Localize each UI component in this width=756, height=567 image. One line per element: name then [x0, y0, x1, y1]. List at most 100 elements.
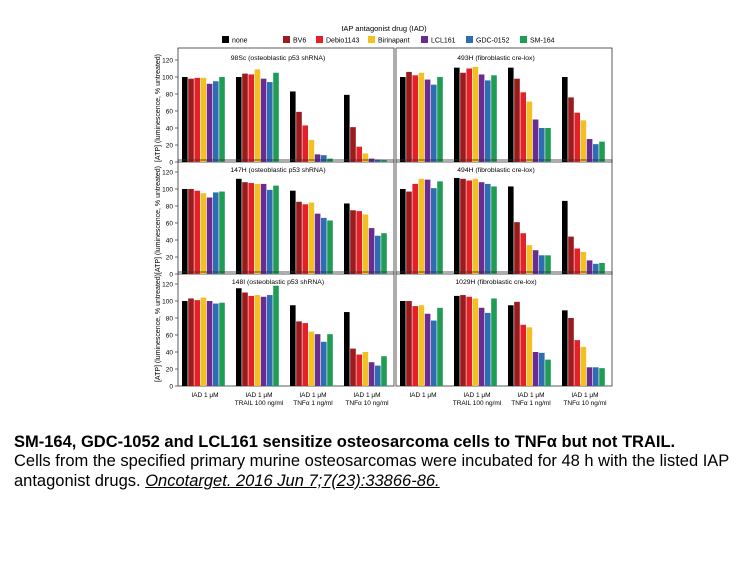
- bar-debio1143: [194, 77, 200, 162]
- legend-item: none: [222, 36, 248, 45]
- bar-birinapant: [200, 193, 207, 274]
- bar-bv6: [296, 111, 302, 162]
- bar-birinapant: [362, 352, 369, 386]
- bar-lcl161: [424, 313, 431, 386]
- bar-gdc-0152: [431, 188, 437, 274]
- bar-none: [400, 301, 406, 386]
- legend-label: LCL161: [431, 38, 456, 45]
- y-tick-label: 0: [169, 383, 173, 390]
- bar-group: [562, 200, 605, 274]
- panel-frame: [177, 47, 395, 163]
- bar-none: [508, 305, 514, 386]
- bar-gdc-0152: [593, 367, 599, 386]
- x-group-label: IAD 1 μM: [299, 392, 326, 399]
- bar-debio1143: [356, 146, 362, 162]
- bar-none: [290, 91, 296, 162]
- bar-none: [454, 177, 460, 274]
- x-group-label: IAD 1 μM: [571, 392, 598, 399]
- bar-birinapant: [200, 297, 207, 386]
- bar-lcl161: [206, 301, 213, 386]
- bar-none: [562, 310, 568, 386]
- chart-panel: 147H (osteoblastic p53 shRNA) 0 20 40 60 80 10…: [162, 159, 395, 278]
- y-tick-label: 80: [166, 315, 174, 322]
- bar-debio1143: [248, 74, 254, 162]
- bar-none: [236, 178, 242, 274]
- bar-group: [290, 305, 333, 386]
- legend-swatch: [421, 36, 428, 43]
- bar-lcl161: [314, 213, 321, 274]
- bar-bv6: [296, 201, 302, 274]
- bar-sm-164: [219, 77, 225, 162]
- bar-sm-164: [545, 359, 551, 386]
- citation-link[interactable]: Oncotarget. 2016 Jun 7;7(23):33866-86.: [145, 471, 440, 490]
- bar-bv6: [460, 295, 466, 386]
- bar-none: [508, 67, 514, 162]
- bar-bv6: [242, 182, 248, 274]
- legend-item: GDC-0152: [466, 36, 510, 45]
- bar-gdc-0152: [213, 192, 219, 274]
- bar-debio1143: [520, 324, 526, 386]
- bar-sm-164: [327, 220, 333, 274]
- bar-birinapant: [580, 346, 587, 386]
- caption-text: Cells from the specified primary murine …: [14, 452, 730, 490]
- y-tick-label: 120: [162, 281, 173, 288]
- bar-none: [344, 94, 350, 162]
- bar-debio1143: [412, 306, 418, 386]
- legend-label: Debio1143: [326, 38, 359, 45]
- legend-swatch: [466, 36, 473, 43]
- bar-lcl161: [586, 367, 593, 386]
- panel-frame: [177, 159, 395, 275]
- bar-none: [400, 77, 406, 162]
- bar-birinapant: [580, 251, 587, 274]
- y-axis-label: [ATP] (luminescence, % untreated): [155, 54, 162, 162]
- bar-none: [182, 77, 188, 162]
- bar-sm-164: [599, 368, 605, 386]
- bar-gdc-0152: [593, 144, 599, 162]
- bar-birinapant: [418, 72, 425, 162]
- bar-sm-164: [273, 72, 279, 162]
- bar-group: [182, 189, 225, 274]
- bar-gdc-0152: [539, 352, 545, 386]
- x-group-label: IAD 1 μM: [353, 392, 380, 399]
- bar-gdc-0152: [213, 303, 219, 386]
- bar-gdc-0152: [321, 155, 327, 162]
- bar-sm-164: [437, 77, 443, 162]
- bar-group: [400, 71, 443, 162]
- caption-body: Cells from the specified primary murine …: [14, 452, 749, 491]
- panel-frame: [395, 159, 613, 275]
- bar-gdc-0152: [375, 159, 381, 162]
- bar-birinapant: [308, 331, 315, 386]
- bar-debio1143: [194, 300, 200, 386]
- bar-group: [454, 66, 497, 162]
- legend-label: Birinapant: [378, 38, 410, 45]
- bar-lcl161: [478, 307, 485, 386]
- bar-bv6: [188, 298, 194, 386]
- bar-birinapant: [418, 178, 425, 274]
- bar-gdc-0152: [375, 235, 381, 274]
- y-tick-label: 60: [166, 332, 174, 339]
- bar-none: [508, 186, 514, 274]
- bar-bv6: [460, 72, 466, 162]
- bar-bv6: [514, 301, 520, 386]
- bar-bv6: [406, 71, 412, 162]
- bar-debio1143: [466, 180, 472, 274]
- x-group-label: IAD 1 μM: [463, 392, 490, 399]
- bar-none: [454, 67, 460, 162]
- y-tick-label: 120: [162, 169, 173, 176]
- bar-bv6: [406, 191, 412, 274]
- bar-group: [182, 297, 225, 386]
- legend-item: LCL161: [421, 36, 456, 45]
- bar-debio1143: [520, 233, 526, 274]
- y-axis-label: [ATP] (luminescence, % untreated): [155, 166, 162, 274]
- bar-sm-164: [491, 298, 497, 386]
- legend-label: BV6: [293, 38, 306, 45]
- legend: IAP antagonist drug (IAD) none BV6 Debio11…: [222, 24, 555, 45]
- chart-panel: 493H (fibroblastic cre-lox): [395, 47, 613, 163]
- bar-group: [344, 94, 387, 162]
- bar-sm-164: [545, 255, 551, 274]
- bar-bv6: [568, 318, 574, 386]
- bar-debio1143: [574, 112, 580, 162]
- bar-group: [562, 310, 605, 386]
- y-tick-label: 60: [166, 108, 174, 115]
- bar-debio1143: [356, 354, 362, 386]
